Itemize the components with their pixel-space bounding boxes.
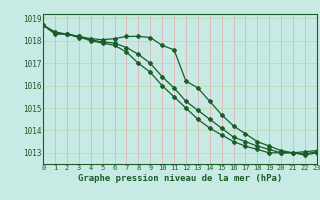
X-axis label: Graphe pression niveau de la mer (hPa): Graphe pression niveau de la mer (hPa) [78,174,282,183]
